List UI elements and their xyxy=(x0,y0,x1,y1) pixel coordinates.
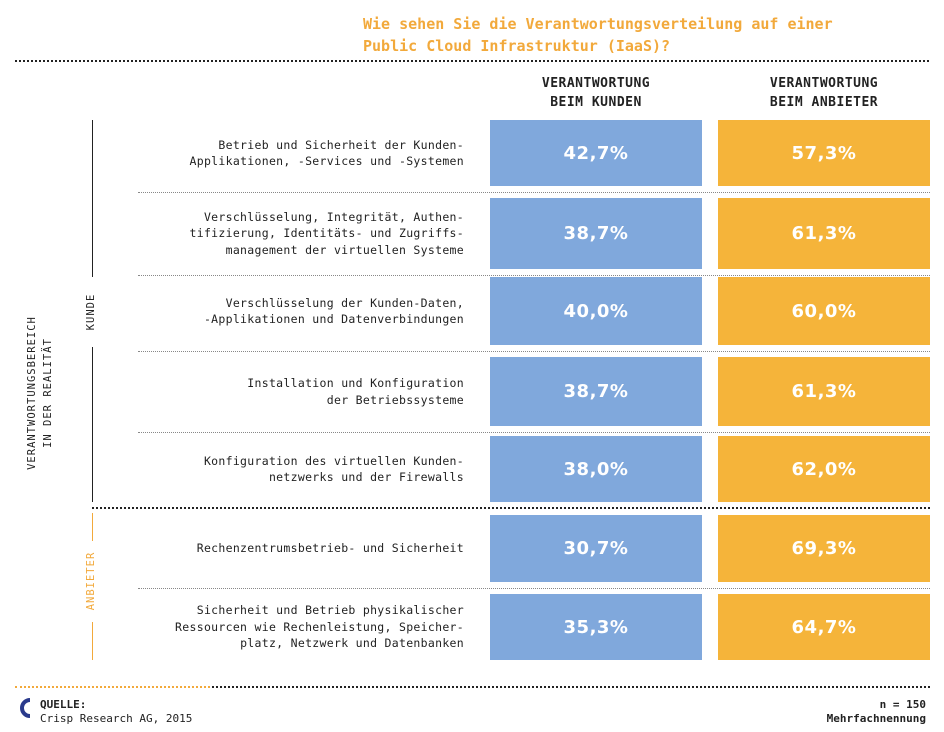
value-cell-kunde: 30,7% xyxy=(490,515,702,582)
footer-divider-orange xyxy=(15,686,210,688)
row-label: Verschlüsselung, Integrität, Authen-tifi… xyxy=(144,198,464,269)
row-label-line: Betrieb und Sicherheit der Kunden- xyxy=(218,137,464,152)
top-divider xyxy=(15,60,929,62)
value-cell-anbieter: 57,3% xyxy=(718,120,930,186)
group-divider xyxy=(92,507,930,509)
row-label-line: platz, Netzwerk und Datenbanken xyxy=(240,636,464,651)
group-line-anbieter-bottom xyxy=(92,622,93,660)
row-label-line: der Betriebssysteme xyxy=(326,392,464,407)
axis-title-line: IN DER REALITÄT xyxy=(42,338,54,448)
value-cell-kunde: 35,3% xyxy=(490,594,702,660)
value-cell-anbieter: 61,3% xyxy=(718,198,930,269)
chart-title: Wie sehen Sie die Verantwortungsverteilu… xyxy=(363,13,923,57)
row-label: Installation und Konfiguration der Betrie… xyxy=(144,357,464,426)
row-label: Sicherheit und Betrieb physikalischer Res… xyxy=(144,594,464,660)
row-label-line: tifizierung, Identitäts- und Zugriffs- xyxy=(189,226,464,241)
column-header-line: BEIM ANBIETER xyxy=(769,95,879,110)
row-label-line: -Applikationen und Datenverbindungen xyxy=(203,312,464,326)
row-label: Konfiguration des virtuellen Kunden-netz… xyxy=(144,436,464,502)
value-cell-kunde: 40,0% xyxy=(490,277,702,345)
chart-title-line: Wie sehen Sie die Verantwortungsverteilu… xyxy=(363,15,833,33)
value-cell-anbieter: 69,3% xyxy=(718,515,930,582)
footer-divider xyxy=(212,686,930,688)
value-cell-anbieter: 64,7% xyxy=(718,594,930,660)
sample-size: n = 150 xyxy=(879,698,926,711)
row-label-line: netzwerks und der Firewalls xyxy=(268,470,464,484)
row-label-line: Installation und Konfiguration xyxy=(247,376,464,390)
crisp-logo-icon xyxy=(20,698,31,718)
group-line-kunde-top xyxy=(92,120,93,277)
axis-title: VERANTWORTUNGSBEREICH IN DER REALITÄT xyxy=(24,308,58,478)
group-label-kunde: KUNDE xyxy=(85,293,97,331)
row-label-line: Verschlüsselung, Integrität, Authen- xyxy=(203,209,464,224)
value-cell-anbieter: 61,3% xyxy=(718,357,930,426)
row-label-line: Ressourcen wie Rechenleistung, Speicher- xyxy=(175,619,464,634)
row-label-line: Verschlüsselung der Kunden-Daten, xyxy=(225,295,464,310)
row-label-line: management der virtuellen Systeme xyxy=(225,242,464,257)
column-header-kunde: VERANTWORTUNG BEIM KUNDEN xyxy=(490,74,702,112)
row-label-line: Konfiguration des virtuellen Kunden- xyxy=(203,453,464,468)
group-line-kunde-bottom xyxy=(92,347,93,502)
column-header-line: VERANTWORTUNG xyxy=(769,76,879,91)
row-label: Rechenzentrumsbetrieb- und Sicherheit xyxy=(144,515,464,582)
column-header-line: VERANTWORTUNG xyxy=(541,76,651,91)
row-label-line: Rechenzentrumsbetrieb- und Sicherheit xyxy=(196,541,464,556)
row-separator xyxy=(138,351,930,352)
row-separator xyxy=(138,432,930,433)
source-text: Crisp Research AG, 2015 xyxy=(40,712,193,725)
source-label: QUELLE: xyxy=(40,698,87,711)
row-label: Betrieb und Sicherheit der Kunden- Applik… xyxy=(144,120,464,186)
value-cell-kunde: 42,7% xyxy=(490,120,702,186)
value-cell-kunde: 38,7% xyxy=(490,357,702,426)
footer-source: QUELLE: Crisp Research AG, 2015 xyxy=(40,698,192,726)
group-line-anbieter-top xyxy=(92,513,93,541)
sample-note: Mehrfachnennung xyxy=(826,712,926,725)
value-cell-kunde: 38,7% xyxy=(490,198,702,269)
chart-title-line: Public Cloud Infrastruktur (IaaS)? xyxy=(363,37,671,55)
row-label: Verschlüsselung der Kunden-Daten, -Applik… xyxy=(144,277,464,345)
row-separator xyxy=(138,275,930,276)
row-separator xyxy=(138,192,930,193)
value-cell-anbieter: 62,0% xyxy=(718,436,930,502)
footer-sample: n = 150 Mehrfachnennung xyxy=(827,698,926,726)
axis-title-line: VERANTWORTUNGSBEREICH xyxy=(26,316,38,470)
group-label-anbieter: ANBIETER xyxy=(85,551,97,611)
row-label-line: Applikationen, -Services und -Systemen xyxy=(189,154,464,168)
row-separator xyxy=(138,588,930,589)
value-cell-kunde: 38,0% xyxy=(490,436,702,502)
row-label-line: Sicherheit und Betrieb physikalischer xyxy=(196,603,464,618)
column-header-anbieter: VERANTWORTUNG BEIM ANBIETER xyxy=(718,74,930,112)
column-header-line: BEIM KUNDEN xyxy=(550,95,642,110)
value-cell-anbieter: 60,0% xyxy=(718,277,930,345)
